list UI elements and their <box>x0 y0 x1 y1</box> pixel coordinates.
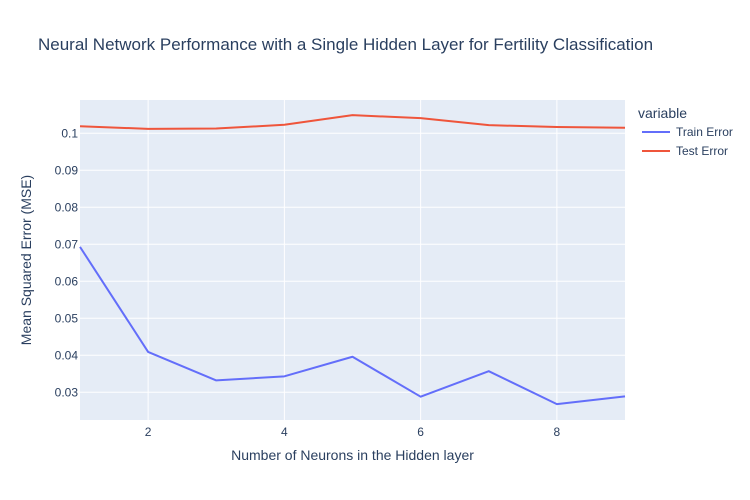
y-axis-title: Mean Squared Error (MSE) <box>18 175 34 345</box>
x-axis-title: Number of Neurons in the Hidden layer <box>231 447 474 463</box>
series-lines <box>79 114 626 406</box>
y-tick-label: 0.05 <box>55 311 79 325</box>
y-tick-label: 0.06 <box>55 274 79 288</box>
y-tick-label: 0.03 <box>55 385 79 399</box>
chart-title: Neural Network Performance with a Single… <box>38 35 653 54</box>
y-tick-label: 0.08 <box>55 200 79 214</box>
x-tick-label: 6 <box>417 425 424 439</box>
legend-label: Test Error <box>676 144 728 158</box>
x-tick-label: 8 <box>554 425 561 439</box>
series-line-train-error <box>79 246 626 406</box>
y-tick-label: 0.1 <box>61 126 78 140</box>
y-tick-label: 0.09 <box>55 163 79 177</box>
legend-label: Train Error <box>676 125 733 139</box>
legend: variable Train Error Test Error <box>638 105 733 158</box>
tick-labels: 0.03 0.04 0.05 0.06 0.07 0.08 0.09 0.1 2 4 6 8 <box>55 126 561 439</box>
plot-area <box>80 100 625 420</box>
y-tick-label: 0.04 <box>55 348 79 362</box>
series-line-test-error <box>79 114 626 130</box>
legend-title: variable <box>638 105 687 121</box>
x-tick-label: 4 <box>281 425 288 439</box>
x-tick-label: 2 <box>145 425 152 439</box>
y-tick-label: 0.07 <box>55 237 79 251</box>
grid-lines <box>80 100 625 420</box>
